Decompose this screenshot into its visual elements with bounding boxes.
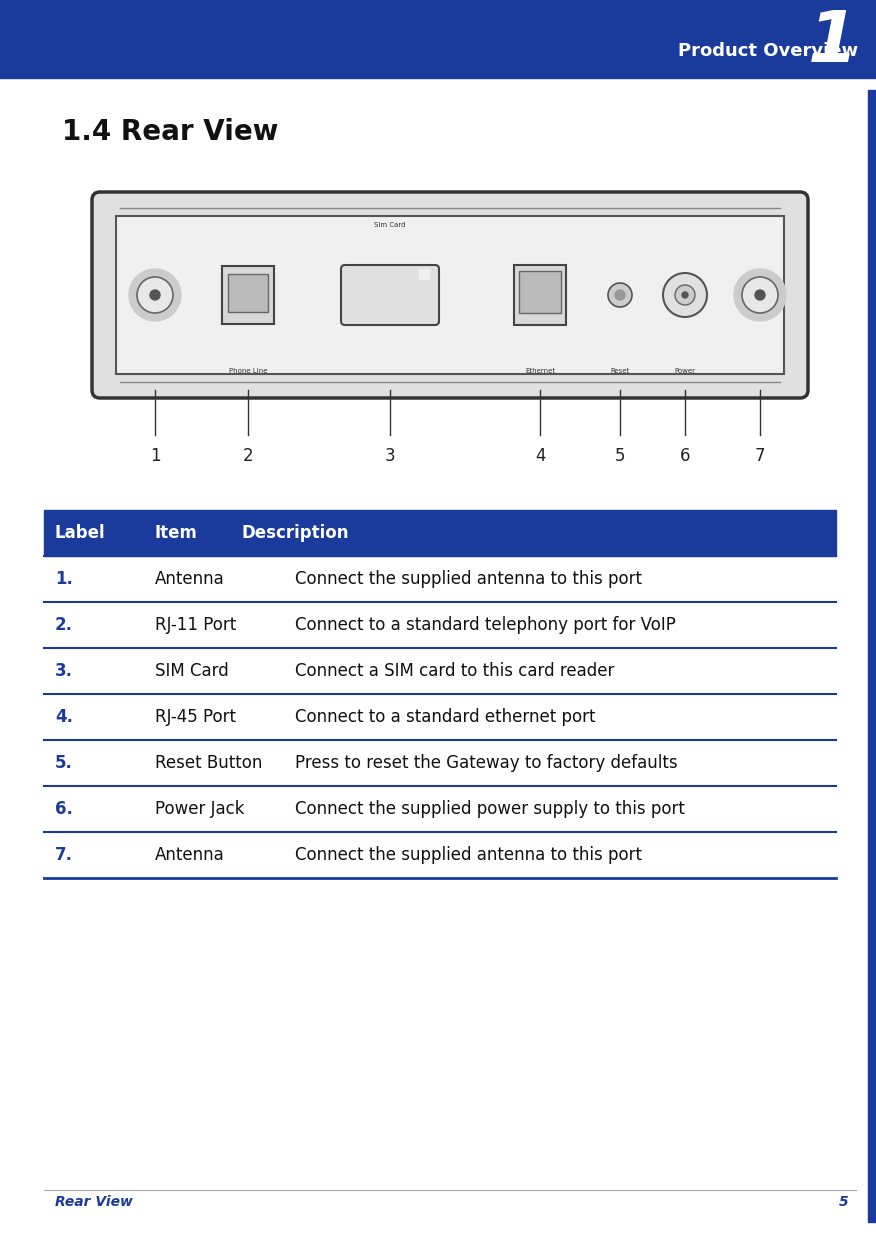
Text: Description: Description bbox=[241, 525, 349, 542]
Text: Reset: Reset bbox=[611, 368, 630, 374]
Circle shape bbox=[734, 269, 786, 321]
Bar bbox=[44, 510, 836, 556]
Circle shape bbox=[150, 290, 160, 300]
Text: Reset Button: Reset Button bbox=[155, 754, 263, 773]
Text: 4.: 4. bbox=[55, 708, 73, 725]
Text: 3: 3 bbox=[385, 446, 395, 465]
Text: 2.: 2. bbox=[55, 616, 73, 634]
Text: 7: 7 bbox=[755, 446, 766, 465]
Text: Antenna: Antenna bbox=[155, 570, 225, 588]
FancyBboxPatch shape bbox=[92, 192, 808, 398]
Bar bbox=[44, 649, 836, 694]
Bar bbox=[44, 556, 836, 601]
Text: 2: 2 bbox=[243, 446, 253, 465]
Bar bbox=[514, 265, 566, 325]
Text: Product Overview: Product Overview bbox=[678, 42, 858, 60]
Circle shape bbox=[129, 269, 181, 321]
Text: 3.: 3. bbox=[55, 662, 73, 680]
Circle shape bbox=[742, 277, 778, 312]
Circle shape bbox=[755, 290, 765, 300]
Text: 1: 1 bbox=[150, 446, 160, 465]
FancyBboxPatch shape bbox=[341, 265, 439, 325]
Text: Antenna: Antenna bbox=[155, 846, 225, 864]
Text: Connect the supplied power supply to this port: Connect the supplied power supply to thi… bbox=[295, 800, 685, 818]
Text: RJ-11 Port: RJ-11 Port bbox=[155, 616, 237, 634]
Text: 7.: 7. bbox=[55, 846, 73, 864]
Bar bbox=[44, 694, 836, 740]
Text: Connect to a standard telephony port for VoIP: Connect to a standard telephony port for… bbox=[295, 616, 676, 634]
Text: Rear View: Rear View bbox=[55, 1195, 133, 1209]
Circle shape bbox=[682, 291, 688, 298]
Text: SIM Card: SIM Card bbox=[155, 662, 229, 680]
Text: Label: Label bbox=[55, 525, 106, 542]
Text: Power Jack: Power Jack bbox=[155, 800, 244, 818]
Text: Sim Card: Sim Card bbox=[374, 222, 406, 228]
Text: Connect the supplied antenna to this port: Connect the supplied antenna to this por… bbox=[295, 846, 642, 864]
Text: 1.: 1. bbox=[55, 570, 73, 588]
Circle shape bbox=[608, 283, 632, 308]
Bar bbox=[519, 272, 561, 312]
Text: Press to reset the Gateway to factory defaults: Press to reset the Gateway to factory de… bbox=[295, 754, 678, 773]
Bar bbox=[116, 216, 784, 374]
Text: Connect a SIM card to this card reader: Connect a SIM card to this card reader bbox=[295, 662, 614, 680]
Bar bbox=[868, 91, 876, 1221]
Circle shape bbox=[675, 285, 695, 305]
Text: Phone Line: Phone Line bbox=[229, 368, 267, 374]
Text: Item: Item bbox=[155, 525, 198, 542]
Text: Ethernet: Ethernet bbox=[525, 368, 555, 374]
Bar bbox=[44, 832, 836, 878]
Text: RJ-45 Port: RJ-45 Port bbox=[155, 708, 236, 725]
Circle shape bbox=[137, 277, 173, 312]
Text: 1.4 Rear View: 1.4 Rear View bbox=[62, 118, 279, 146]
Text: Power: Power bbox=[675, 368, 696, 374]
Text: 1: 1 bbox=[808, 7, 858, 77]
Bar bbox=[44, 786, 836, 832]
Text: 6: 6 bbox=[680, 446, 690, 465]
Circle shape bbox=[663, 273, 707, 317]
Text: 5: 5 bbox=[615, 446, 625, 465]
Bar bbox=[222, 267, 274, 324]
Bar bbox=[44, 601, 836, 649]
Text: Connect to a standard ethernet port: Connect to a standard ethernet port bbox=[295, 708, 596, 725]
Bar bbox=[419, 269, 429, 279]
Circle shape bbox=[615, 290, 625, 300]
Text: 4: 4 bbox=[534, 446, 545, 465]
Text: 5.: 5. bbox=[55, 754, 73, 773]
Text: 5: 5 bbox=[838, 1195, 848, 1209]
Bar bbox=[228, 274, 268, 312]
Text: Connect the supplied antenna to this port: Connect the supplied antenna to this por… bbox=[295, 570, 642, 588]
Bar bbox=[44, 740, 836, 786]
Text: 6.: 6. bbox=[55, 800, 73, 818]
Bar bbox=[0, 0, 876, 78]
